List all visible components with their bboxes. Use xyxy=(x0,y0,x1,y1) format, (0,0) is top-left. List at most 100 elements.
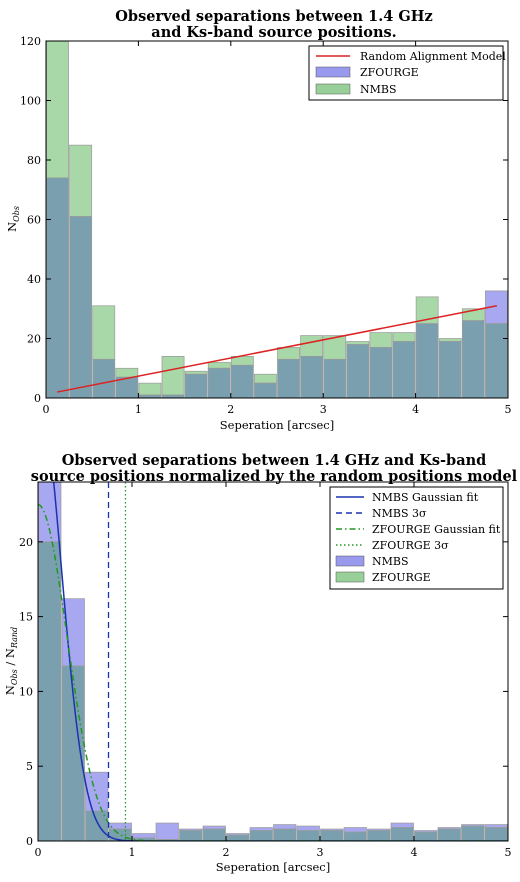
bar-overlap-18 xyxy=(461,320,485,398)
chart-bottom-bars xyxy=(38,482,508,841)
chart-bottom-plot-frame xyxy=(37,481,509,842)
chart-bottom-title-line-1: Observed separations between 1.4 GHz and… xyxy=(62,452,487,469)
chart-top-ticks: 0 1 2 3 4 5 0 20 40 60 80 100 120 xyxy=(20,35,512,416)
y-tick-label-0: 0 xyxy=(26,835,33,848)
bar-overlap-12 xyxy=(323,358,347,398)
bar-overlap-6 xyxy=(179,830,203,841)
chart-top-y-label-main: N xyxy=(5,222,19,232)
bar-overlap-13 xyxy=(346,344,370,398)
chart-bottom-ticks: 0 1 2 3 4 5 0 5 10 15 20 xyxy=(19,482,512,859)
chart-top-legend: Random Alignment Model ZFOURGE NMBS xyxy=(308,45,506,101)
chart-top-x-axis-label: Seperation [arcsec] xyxy=(220,418,334,432)
bar-overlap-0 xyxy=(46,177,69,398)
bar-overlap-12 xyxy=(320,830,344,841)
bar-overlap-19 xyxy=(484,827,508,841)
y-tick-label-5: 100 xyxy=(20,95,41,108)
chart-top: Observed separations between 1.4 GHz and… xyxy=(5,8,512,432)
bar-overlap-10 xyxy=(277,358,300,398)
bar-nmbs-excess-19 xyxy=(484,824,508,828)
chart-top-title-line-2: and Ks-band source positions. xyxy=(151,24,396,41)
bar-overlap-11 xyxy=(296,830,320,841)
x-tick-label-4: 4 xyxy=(412,403,419,416)
bar-nmbs-excess-13 xyxy=(346,341,370,345)
x-tick-label-5: 5 xyxy=(505,846,512,859)
chart-bottom-title-line-2: source positions normalized by the rando… xyxy=(31,468,518,485)
bar-nmbs-excess-7 xyxy=(202,825,226,830)
chart-top-bars xyxy=(46,41,508,398)
bar-nmbs-excess-3 xyxy=(108,822,132,830)
y-tick-label-0: 0 xyxy=(34,392,41,405)
chart-top-y-axis-label: NObs xyxy=(5,206,21,232)
bar-overlap-7 xyxy=(202,828,226,841)
chart-bottom-y-label-sub: Obs xyxy=(10,669,19,685)
x-tick-label-3: 3 xyxy=(320,403,327,416)
bar-nmbs-excess-11 xyxy=(296,825,320,831)
chart-top-overlay xyxy=(56,305,498,393)
y-tick-label-4: 80 xyxy=(27,154,41,167)
x-tick-label-0: 0 xyxy=(43,403,50,416)
bar-nmbs-excess-10 xyxy=(273,824,297,830)
chart-bottom-y-label-main: N xyxy=(3,685,17,695)
bar-overlap-14 xyxy=(369,347,393,398)
chart-bottom: Observed separations between 1.4 GHz and… xyxy=(3,452,518,874)
y-tick-label-2: 40 xyxy=(27,273,41,286)
y-tick-label-1: 20 xyxy=(27,333,41,346)
y-tick-label-6: 120 xyxy=(20,35,41,48)
bar-nmbs-excess-15 xyxy=(392,332,416,342)
bar-overlap-9 xyxy=(254,382,277,398)
bar-overlap-8 xyxy=(226,834,250,841)
bar-nmbs-excess-1 xyxy=(69,144,93,217)
bar-overlap-17 xyxy=(437,828,461,841)
y-tick-label-4: 20 xyxy=(19,536,33,549)
bar-nmbs-excess-17 xyxy=(438,338,462,342)
bar-overlap-9 xyxy=(249,830,273,841)
bar-nmbs-excess-5 xyxy=(155,822,179,840)
x-tick-label-3: 3 xyxy=(317,846,324,859)
bar-nmbs-excess-2 xyxy=(92,305,116,360)
y-tick-label-2: 10 xyxy=(19,685,33,698)
y-tick-label-3: 60 xyxy=(27,214,41,227)
bar-overlap-8 xyxy=(230,364,254,398)
bar-nmbs-excess-13 xyxy=(343,827,367,833)
bar-overlap-16 xyxy=(415,323,439,398)
bar-nmbs-excess-14 xyxy=(369,332,393,348)
chart-bottom-y-label-sub2: Rand xyxy=(10,627,19,649)
chart-bottom-overlay xyxy=(38,482,508,841)
random-alignment-model-line xyxy=(56,305,498,393)
zfourge-gaussian-fit-curve xyxy=(38,503,508,841)
x-tick-label-1: 1 xyxy=(135,403,142,416)
bar-overlap-1 xyxy=(69,216,93,398)
bar-nmbs-excess-7 xyxy=(207,361,231,369)
bar-overlap-15 xyxy=(392,341,416,398)
bar-overlap-17 xyxy=(438,341,462,398)
x-tick-label-2: 2 xyxy=(227,403,234,416)
legend-nmbs-swatch xyxy=(315,83,351,95)
bar-nmbs-excess-9 xyxy=(249,827,273,831)
chart-bottom-y-axis-label: NObs / NRand xyxy=(3,627,19,695)
legend-nmbs-3sigma-label: NMBS 3σ xyxy=(372,507,427,520)
chart-bottom-x-axis-label: Seperation [arcsec] xyxy=(216,860,330,874)
chart-bottom-y-label-main2: / N xyxy=(3,648,17,669)
x-tick-label-4: 4 xyxy=(411,846,418,859)
nmbs-gaussian-fit-curve xyxy=(52,482,508,841)
bar-overlap-18 xyxy=(461,825,485,841)
legend-zfourge-swatch xyxy=(315,66,351,78)
chart-top-y-label-sub: Obs xyxy=(12,206,21,222)
bar-overlap-19 xyxy=(485,323,508,398)
bar-overlap-6 xyxy=(184,373,208,398)
bar-nmbs-excess-9 xyxy=(254,373,277,384)
bar-overlap-11 xyxy=(300,356,324,398)
legend-zfourge-label: ZFOURGE xyxy=(360,66,419,79)
bar-overlap-16 xyxy=(414,831,438,841)
bar-overlap-15 xyxy=(390,827,414,841)
x-tick-label-1: 1 xyxy=(129,846,136,859)
x-tick-label-2: 2 xyxy=(223,846,230,859)
x-tick-label-0: 0 xyxy=(35,846,42,859)
legend-zfourge-swatch-bottom xyxy=(335,571,365,583)
bar-overlap-10 xyxy=(273,828,297,841)
bar-nmbs-excess-4 xyxy=(132,833,156,839)
bar-nmbs-excess-0 xyxy=(46,41,69,179)
bar-nmbs-excess-4 xyxy=(138,382,162,396)
bar-overlap-13 xyxy=(343,831,367,841)
